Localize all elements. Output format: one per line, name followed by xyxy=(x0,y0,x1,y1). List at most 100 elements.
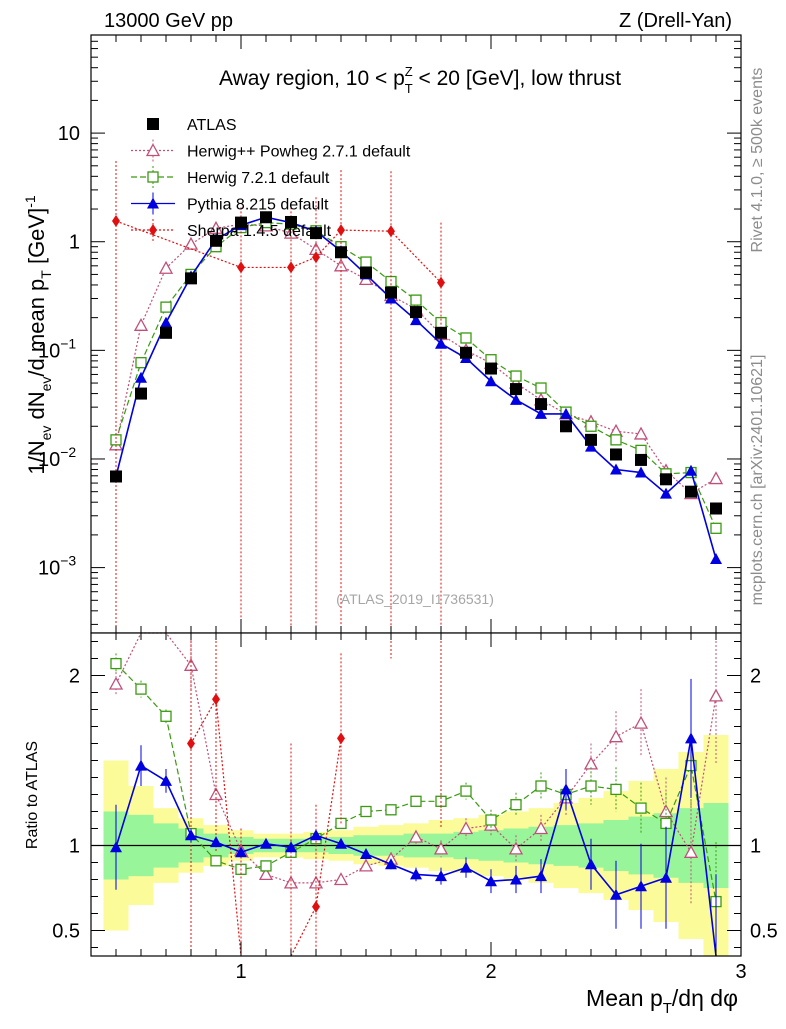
ratio-point-pythia xyxy=(660,871,672,883)
main-point-sherpa xyxy=(387,225,395,238)
ratio-point-pythia xyxy=(685,732,697,744)
legend-label: Pythia 8.215 default xyxy=(187,197,329,214)
main-point-atlas xyxy=(435,326,447,339)
main-point-herwigpp xyxy=(158,260,174,274)
xlabel-pre: Mean p xyxy=(586,985,663,1011)
x-tick-label: 3 xyxy=(735,961,746,983)
main-point-herwig7 xyxy=(360,256,372,268)
xlabel-post: /dη dφ xyxy=(672,985,738,1011)
legend-entry-atlas: ATLAS xyxy=(147,117,237,134)
main-point-herwig7 xyxy=(410,294,422,306)
plot-title: Away region, 10 < pZ T < 20 [GeV], low th… xyxy=(219,64,621,96)
main-point-atlas xyxy=(660,473,672,486)
main-point-atlas xyxy=(535,398,547,411)
ratio-point-herwig7 xyxy=(260,860,272,872)
ylabel-d: [GeV] xyxy=(24,208,49,270)
ratio-point-pythia xyxy=(585,858,597,870)
ratio-point-pythia xyxy=(435,870,447,882)
main-point-pythia xyxy=(660,487,672,499)
main-point-sherpa xyxy=(337,224,345,237)
ratio-point-herwigpp xyxy=(708,688,724,702)
process-label: Z (Drell-Yan) xyxy=(619,10,732,32)
plot-title-post: < 20 [GeV], low thrust xyxy=(413,67,622,90)
plot-title-pre: Away region, 10 < p xyxy=(219,67,405,90)
ratio-point-pythia xyxy=(510,873,522,885)
main-point-atlas xyxy=(135,387,147,400)
main-point-herwig7 xyxy=(510,370,522,382)
ratio-point-herwigpp xyxy=(333,872,349,886)
y-tick-label: 10−1 xyxy=(38,335,76,362)
main-point-herwig7 xyxy=(710,522,722,534)
y-tick-label: 10 xyxy=(58,123,80,145)
main-point-herwig7 xyxy=(110,434,122,446)
main-point-sherpa xyxy=(237,261,245,274)
main-point-atlas xyxy=(210,234,222,247)
ratio-point-sherpa xyxy=(187,737,195,750)
ratio-point-herwig7 xyxy=(210,855,222,867)
ratio-point-herwig7 xyxy=(385,804,397,816)
main-point-herwig7 xyxy=(135,357,147,369)
ratio-point-herwig7 xyxy=(610,783,622,796)
main-point-pythia xyxy=(635,466,647,478)
ratio-point-pythia xyxy=(360,848,372,859)
main-point-herwig7 xyxy=(460,332,472,344)
main-series-layer xyxy=(108,161,724,633)
ylabel-c-sub: T xyxy=(38,270,54,279)
main-point-pythia xyxy=(610,463,622,475)
main-point-atlas xyxy=(360,266,372,279)
ratio-point-pythia xyxy=(610,888,622,900)
legend-entry-herwig7: Herwig 7.2.1 default xyxy=(131,166,330,188)
ratio-panel: 0.5 0.5 1 1 2 2 Ratio to ATLAS xyxy=(24,633,778,956)
ratio-point-pythia xyxy=(260,837,272,849)
main-point-herwigpp xyxy=(208,220,224,234)
ratio-point-pythia xyxy=(385,858,397,870)
main-point-atlas xyxy=(385,286,397,299)
ratio-point-herwigpp xyxy=(658,804,674,818)
legend-entry-pythia: Pythia 8.215 default xyxy=(131,192,329,215)
x-axis-ticks: 1 2 3 xyxy=(90,35,747,983)
main-point-pythia xyxy=(710,552,722,564)
legend-marker-herwig7 xyxy=(147,171,159,183)
main-point-atlas xyxy=(485,362,497,375)
ratio-point-herwig7 xyxy=(160,710,172,722)
ratio-point-pythia xyxy=(185,829,197,841)
legend-label: Herwig 7.2.1 default xyxy=(187,170,330,187)
main-point-herwigpp xyxy=(708,471,724,485)
main-point-atlas xyxy=(510,383,522,396)
legend-label: Sherpa 1.4.5 default xyxy=(187,223,332,240)
ratio-point-herwigpp xyxy=(408,829,424,843)
ratio-tick-label: 2 xyxy=(69,666,80,688)
main-point-atlas xyxy=(185,272,197,285)
main-point-pythia xyxy=(485,375,497,387)
main-point-herwig7 xyxy=(160,301,172,313)
ratio-point-pythia xyxy=(285,841,297,853)
ratio-point-herwigpp xyxy=(608,729,624,743)
main-point-pythia xyxy=(410,314,422,326)
legend-label: ATLAS xyxy=(187,117,237,134)
ratio-point-herwigpp xyxy=(508,841,524,855)
ratio-point-herwig7 xyxy=(585,780,597,792)
ratio-point-herwigpp xyxy=(258,867,274,881)
ratio-point-herwigpp xyxy=(358,858,374,872)
main-point-sherpa xyxy=(287,261,295,274)
x-axis-label: Mean pT/dη dφ xyxy=(586,985,738,1017)
ratio-point-herwigpp xyxy=(458,821,474,835)
ratio-tick-label-right: 1 xyxy=(750,836,761,858)
ratio-point-herwigpp xyxy=(108,676,124,690)
ratio-point-herwig7 xyxy=(135,683,147,695)
ratio-y-axis-label: Ratio to ATLAS xyxy=(24,741,41,849)
ratio-point-herwig7 xyxy=(110,657,122,670)
main-point-pythia xyxy=(435,337,447,349)
ratio-point-herwig7 xyxy=(535,780,547,792)
ratio-point-pythia xyxy=(485,875,497,887)
ratio-point-herwigpp xyxy=(633,715,649,729)
main-point-herwig7 xyxy=(535,382,547,394)
ratio-point-sherpa xyxy=(337,732,345,745)
main-point-sherpa xyxy=(112,215,120,228)
energy-label: 13000 GeV pp xyxy=(104,10,233,32)
x-tick-label: 2 xyxy=(485,961,496,983)
ylabel-b: dN xyxy=(24,391,49,425)
ylabel-a-sub: ev xyxy=(38,426,54,441)
